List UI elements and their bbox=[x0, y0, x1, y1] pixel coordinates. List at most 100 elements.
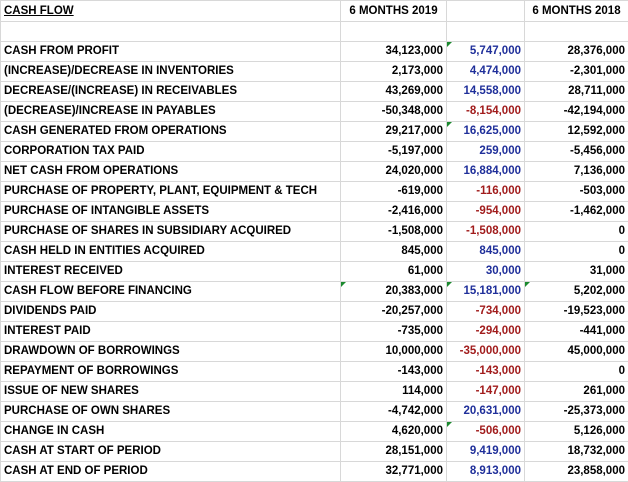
row-label[interactable]: CHANGE IN CASH bbox=[0, 421, 341, 442]
value-difference[interactable]: -294,000 bbox=[446, 321, 525, 342]
value-2019[interactable]: 114,000 bbox=[340, 381, 447, 402]
row-label[interactable]: REPAYMENT OF BORROWINGS bbox=[0, 361, 341, 382]
value-2018[interactable]: 7,136,000 bbox=[524, 161, 628, 182]
value-difference[interactable]: 16,884,000 bbox=[446, 161, 525, 182]
value-difference[interactable]: 30,000 bbox=[446, 261, 525, 282]
table-row: PURCHASE OF SHARES IN SUBSIDIARY ACQUIRE… bbox=[0, 221, 628, 242]
value-difference[interactable]: 15,181,000 bbox=[446, 281, 525, 302]
row-label[interactable]: ISSUE OF NEW SHARES bbox=[0, 381, 341, 402]
row-label[interactable]: DRAWDOWN OF BORROWINGS bbox=[0, 341, 341, 362]
value-difference[interactable]: 8,913,000 bbox=[446, 461, 525, 482]
value-difference[interactable]: -143,000 bbox=[446, 361, 525, 382]
value-difference[interactable]: -35,000,000 bbox=[446, 341, 525, 362]
value-difference[interactable]: -1,508,000 bbox=[446, 221, 525, 242]
value-2019[interactable]: 34,123,000 bbox=[340, 41, 447, 62]
value-2018[interactable]: 261,000 bbox=[524, 381, 628, 402]
value-2018[interactable]: 12,592,000 bbox=[524, 121, 628, 142]
value-difference[interactable]: -734,000 bbox=[446, 301, 525, 322]
cell-blank[interactable] bbox=[340, 21, 447, 42]
row-label[interactable]: PURCHASE OF SHARES IN SUBSIDIARY ACQUIRE… bbox=[0, 221, 341, 242]
value-2018[interactable]: -5,456,000 bbox=[524, 141, 628, 162]
value-difference[interactable]: 259,000 bbox=[446, 141, 525, 162]
value-2019[interactable]: 24,020,000 bbox=[340, 161, 447, 182]
value-2019[interactable]: 20,383,000 bbox=[340, 281, 447, 302]
value-difference[interactable]: 5,747,000 bbox=[446, 41, 525, 62]
value-difference[interactable]: -506,000 bbox=[446, 421, 525, 442]
row-label[interactable]: CORPORATION TAX PAID bbox=[0, 141, 341, 162]
cell-blank[interactable] bbox=[0, 21, 341, 42]
value-2018[interactable]: 18,732,000 bbox=[524, 441, 628, 462]
value-2018[interactable]: 28,376,000 bbox=[524, 41, 628, 62]
value-2019[interactable]: -20,257,000 bbox=[340, 301, 447, 322]
row-label[interactable]: CASH GENERATED FROM OPERATIONS bbox=[0, 121, 341, 142]
row-label[interactable]: INTEREST RECEIVED bbox=[0, 261, 341, 282]
value-2019[interactable]: 29,217,000 bbox=[340, 121, 447, 142]
value-2018[interactable]: 23,858,000 bbox=[524, 461, 628, 482]
value-2019[interactable]: -735,000 bbox=[340, 321, 447, 342]
row-label[interactable]: DECREASE/(INCREASE) IN RECEIVABLES bbox=[0, 81, 341, 102]
value-2018[interactable]: -503,000 bbox=[524, 181, 628, 202]
row-label[interactable]: (DECREASE)/INCREASE IN PAYABLES bbox=[0, 101, 341, 122]
row-label[interactable]: CASH AT START OF PERIOD bbox=[0, 441, 341, 462]
value-difference[interactable]: 14,558,000 bbox=[446, 81, 525, 102]
value-difference[interactable]: 845,000 bbox=[446, 241, 525, 262]
row-label[interactable]: PURCHASE OF OWN SHARES bbox=[0, 401, 341, 422]
value-difference[interactable]: -954,000 bbox=[446, 201, 525, 222]
row-label[interactable]: CASH HELD IN ENTITIES ACQUIRED bbox=[0, 241, 341, 262]
row-label[interactable]: NET CASH FROM OPERATIONS bbox=[0, 161, 341, 182]
value-difference[interactable]: -8,154,000 bbox=[446, 101, 525, 122]
value-2019[interactable]: -619,000 bbox=[340, 181, 447, 202]
cell-header-blank[interactable] bbox=[446, 0, 525, 22]
value-difference[interactable]: -116,000 bbox=[446, 181, 525, 202]
value-2018[interactable]: -1,462,000 bbox=[524, 201, 628, 222]
cell-blank[interactable] bbox=[446, 21, 525, 42]
value-2019[interactable]: 10,000,000 bbox=[340, 341, 447, 362]
value-difference[interactable]: 9,419,000 bbox=[446, 441, 525, 462]
value-2018[interactable]: -441,000 bbox=[524, 321, 628, 342]
value-2019[interactable]: 845,000 bbox=[340, 241, 447, 262]
value-difference[interactable]: 4,474,000 bbox=[446, 61, 525, 82]
value-2018[interactable]: 0 bbox=[524, 241, 628, 262]
value-2018[interactable]: -25,373,000 bbox=[524, 401, 628, 422]
row-label[interactable]: PURCHASE OF PROPERTY, PLANT, EQUIPMENT &… bbox=[0, 181, 341, 202]
row-label[interactable]: INTEREST PAID bbox=[0, 321, 341, 342]
value-2018[interactable]: 31,000 bbox=[524, 261, 628, 282]
cell-header-2018[interactable]: 6 MONTHS 2018 bbox=[524, 0, 628, 22]
value-2018[interactable]: 5,202,000 bbox=[524, 281, 628, 302]
table-row: ISSUE OF NEW SHARES 114,000 -147,000 261,00… bbox=[0, 381, 628, 402]
value-2018[interactable]: 45,000,000 bbox=[524, 341, 628, 362]
row-label[interactable]: CASH AT END OF PERIOD bbox=[0, 461, 341, 482]
value-2018[interactable]: 0 bbox=[524, 361, 628, 382]
row-label[interactable]: CASH FLOW BEFORE FINANCING bbox=[0, 281, 341, 302]
value-2019[interactable]: 28,151,000 bbox=[340, 441, 447, 462]
value-2018[interactable]: -42,194,000 bbox=[524, 101, 628, 122]
value-difference[interactable]: 20,631,000 bbox=[446, 401, 525, 422]
value-2019[interactable]: 2,173,000 bbox=[340, 61, 447, 82]
value-2018[interactable]: 5,126,000 bbox=[524, 421, 628, 442]
value-2018[interactable]: 0 bbox=[524, 221, 628, 242]
value-2018[interactable]: 28,711,000 bbox=[524, 81, 628, 102]
row-label[interactable]: DIVIDENDS PAID bbox=[0, 301, 341, 322]
value-2019[interactable]: -50,348,000 bbox=[340, 101, 447, 122]
value-2019[interactable]: -143,000 bbox=[340, 361, 447, 382]
row-label[interactable]: PURCHASE OF INTANGIBLE ASSETS bbox=[0, 201, 341, 222]
value-2019[interactable]: -1,508,000 bbox=[340, 221, 447, 242]
value-2019[interactable]: 61,000 bbox=[340, 261, 447, 282]
value-2019[interactable]: -5,197,000 bbox=[340, 141, 447, 162]
value-difference[interactable]: -147,000 bbox=[446, 381, 525, 402]
cell-header-2019[interactable]: 6 MONTHS 2019 bbox=[340, 0, 447, 22]
cell-blank[interactable] bbox=[524, 21, 628, 42]
table-row: CASH AT START OF PERIOD 28,151,000 9,419,0… bbox=[0, 441, 628, 462]
value-2018[interactable]: -19,523,000 bbox=[524, 301, 628, 322]
value-2019[interactable]: 43,269,000 bbox=[340, 81, 447, 102]
cell-title[interactable]: CASH FLOW bbox=[0, 0, 341, 22]
value-difference[interactable]: 16,625,000 bbox=[446, 121, 525, 142]
value-2018[interactable]: -2,301,000 bbox=[524, 61, 628, 82]
value-2019[interactable]: 32,771,000 bbox=[340, 461, 447, 482]
value-2019[interactable]: -4,742,000 bbox=[340, 401, 447, 422]
value-2019[interactable]: 4,620,000 bbox=[340, 421, 447, 442]
value-2019[interactable]: -2,416,000 bbox=[340, 201, 447, 222]
row-label[interactable]: (INCREASE)/DECREASE IN INVENTORIES bbox=[0, 61, 341, 82]
row-label[interactable]: CASH FROM PROFIT bbox=[0, 41, 341, 62]
